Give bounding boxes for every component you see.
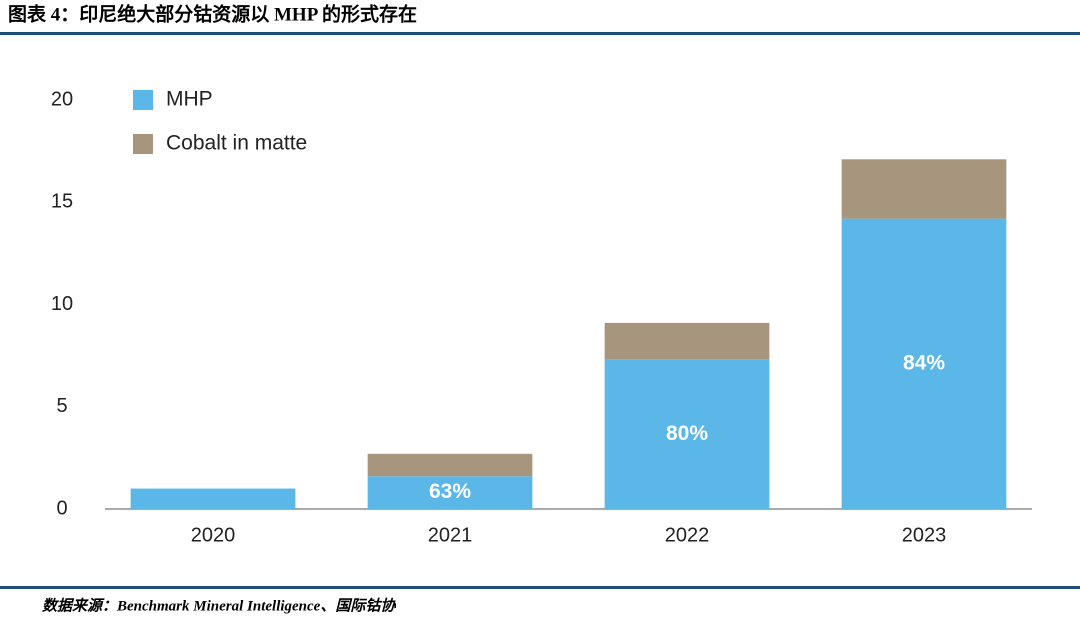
legend-label: MHP xyxy=(166,88,213,111)
x-tick-label: 2023 xyxy=(902,524,947,546)
x-tick-label: 2020 xyxy=(191,524,236,546)
bar-label: 63% xyxy=(429,480,471,503)
legend-label: Cobalt in matte xyxy=(166,132,307,155)
y-tick-label: 0 xyxy=(56,497,67,519)
source: 数据来源：Benchmark Mineral Intelligence、国际钴协 xyxy=(42,597,396,614)
y-tick-label: 5 xyxy=(56,395,67,417)
y-tick-label: 20 xyxy=(51,88,73,110)
chart-title: 图表 4：印尼绝大部分钴资源以 MHP 的形式存在 xyxy=(8,2,417,25)
bar-segment xyxy=(130,488,296,509)
bar-segment xyxy=(604,359,770,509)
x-tick-label: 2022 xyxy=(665,524,710,546)
bar-label: 80% xyxy=(666,422,708,445)
legend-swatch xyxy=(133,90,153,110)
bar-segment xyxy=(604,322,770,360)
x-tick-label: 2021 xyxy=(428,524,473,546)
header-rule xyxy=(0,32,1080,35)
footer-rule xyxy=(0,586,1080,589)
bar-segment xyxy=(841,218,1007,510)
y-tick-label: 10 xyxy=(51,293,73,315)
legend-swatch xyxy=(133,134,153,154)
bar-label: 84% xyxy=(903,351,945,374)
bar-segment xyxy=(841,159,1007,219)
bar-segment xyxy=(367,453,533,477)
bar-segment xyxy=(367,476,533,509)
y-tick-label: 15 xyxy=(51,191,73,213)
